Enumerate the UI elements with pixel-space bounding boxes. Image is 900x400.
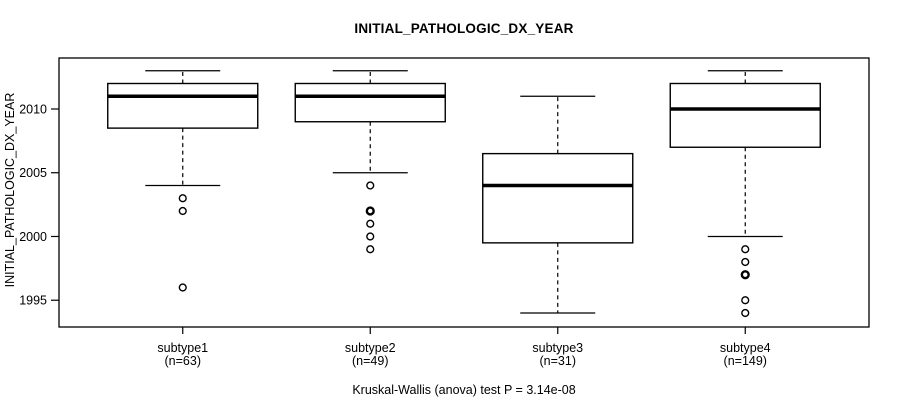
group-n-label: (n=149) [724,354,767,368]
outlier-point [366,245,375,254]
outlier-point [366,232,375,241]
outlier-point [741,296,750,305]
outlier-point [741,257,750,267]
outlier-point [178,194,187,203]
outlier-point [178,283,187,292]
plot-marks: 1995200020052010subtype1(n=63)subtype2(n… [19,70,821,368]
outlier-point [740,270,750,280]
y-tick-label: 2010 [19,102,47,116]
y-tick-label: 2005 [19,166,47,180]
stats-footer: Kruskal-Wallis (anova) test P = 3.14e-08 [352,383,575,397]
group-label: subtype2 [345,341,396,355]
y-tick-label: 1995 [19,294,47,308]
outlier-point [365,206,375,216]
y-axis-label: INITIAL_PATHOLOGIC_DX_YEAR [3,93,17,288]
group-n-label: (n=49) [352,354,388,368]
outlier-point [366,219,375,228]
plot-border [58,57,870,328]
group-label: subtype4 [720,341,771,355]
iqr-box [482,152,634,244]
outlier-point [741,308,750,318]
group-n-label: (n=63) [165,354,201,368]
outlier-point [178,206,187,216]
y-tick-label: 2000 [19,230,47,244]
group-label: subtype3 [532,341,583,355]
chart-title: INITIAL_PATHOLOGIC_DX_YEAR [354,21,573,36]
outlier-point [741,245,750,254]
group-n-label: (n=31) [540,354,576,368]
iqr-box [294,82,446,123]
group-label: subtype1 [157,341,208,355]
outlier-point [366,181,375,190]
iqr-box [669,82,821,148]
iqr-box [107,82,259,129]
